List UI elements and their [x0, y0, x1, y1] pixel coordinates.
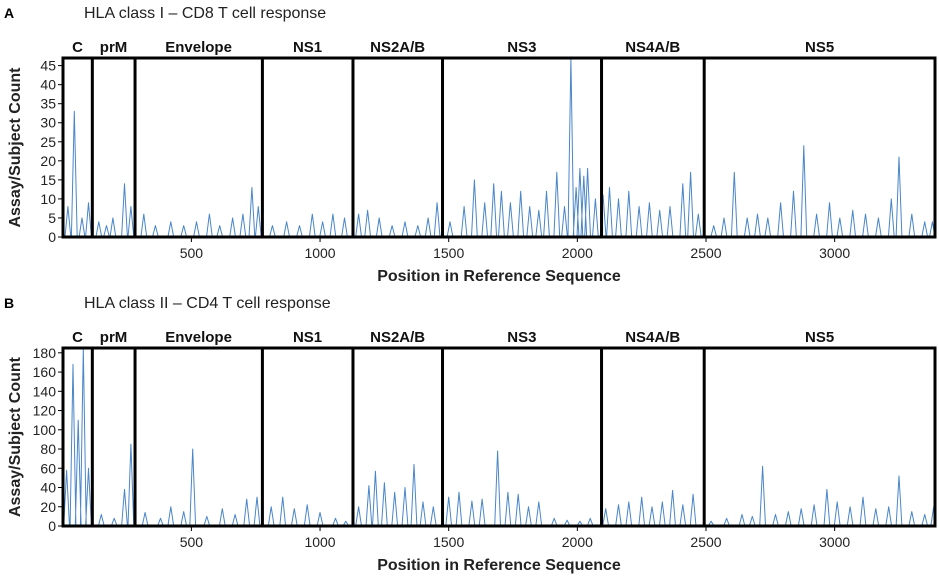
region-label-ns1: NS1 — [293, 329, 322, 346]
x-tick-label: 500 — [180, 534, 204, 550]
y-tick-label: 40 — [40, 77, 56, 93]
y-ticks-b: 0 20 40 60 80 100 120 140 160 180 — [33, 345, 63, 534]
plot-frame-b — [61, 346, 937, 528]
x-tick-label: 2500 — [690, 245, 721, 261]
region-label-prm: prM — [100, 39, 128, 56]
x-tick-label: 2500 — [690, 534, 721, 550]
region-label-ns4a-b: NS4A/B — [625, 39, 680, 56]
region-label-ns5: NS5 — [805, 329, 834, 346]
y-tick-label: 20 — [40, 153, 56, 169]
x-tick-label: 3000 — [819, 245, 850, 261]
x-ticks-a: 500 1000 1500 2000 2500 3000 — [180, 237, 850, 261]
y-tick-label: 45 — [40, 58, 56, 74]
plot-frame-a — [61, 56, 937, 239]
y-tick-label: 160 — [33, 364, 57, 380]
region-boundaries-b — [90, 348, 706, 526]
y-tick-label: 120 — [33, 403, 57, 419]
y-tick-label: 25 — [40, 134, 56, 150]
y-tick-label: 35 — [40, 96, 56, 112]
y-tick-label: 100 — [33, 422, 57, 438]
x-tick-label: 1000 — [304, 534, 335, 550]
region-label-c: C — [72, 39, 83, 56]
region-label-envelope: Envelope — [165, 329, 232, 346]
region-label-prm: prM — [100, 329, 128, 346]
region-label-ns2a-b: NS2A/B — [370, 329, 425, 346]
y-tick-label: 10 — [40, 191, 56, 207]
y-ticks-a: 0 5 10 15 20 25 30 35 40 45 — [40, 58, 63, 245]
region-label-envelope: Envelope — [165, 39, 232, 56]
y-axis-title-a: Assay/Subject Count — [7, 67, 24, 228]
x-tick-label: 2000 — [562, 534, 593, 550]
series-line-cd4 — [63, 347, 936, 527]
x-tick-label: 1000 — [304, 245, 335, 261]
x-tick-label: 3000 — [819, 534, 850, 550]
region-label-ns1: NS1 — [293, 39, 322, 56]
x-axis-title-a: Position in Reference Sequence — [377, 268, 621, 285]
x-tick-label: 1500 — [433, 245, 464, 261]
y-tick-label: 40 — [40, 480, 56, 496]
y-tick-label: 20 — [40, 499, 56, 515]
region-label-ns3: NS3 — [507, 39, 536, 56]
y-tick-label: 15 — [40, 172, 56, 188]
region-label-ns4a-b: NS4A/B — [625, 329, 680, 346]
y-tick-label: 80 — [40, 441, 56, 457]
y-tick-label: 180 — [33, 345, 57, 361]
y-tick-label: 0 — [48, 518, 56, 534]
x-ticks-b: 500 1000 1500 2000 2500 3000 — [180, 526, 850, 550]
panel-b-title: HLA class II – CD4 T cell response — [84, 295, 331, 312]
y-tick-label: 60 — [40, 460, 56, 476]
x-axis-title-b: Position in Reference Sequence — [377, 557, 621, 574]
region-boundaries-a — [90, 58, 706, 237]
y-tick-label: 140 — [33, 383, 57, 399]
series-line-cd8 — [63, 57, 936, 238]
y-tick-label: 30 — [40, 115, 56, 131]
panel-letter-b: B — [4, 295, 14, 311]
region-label-c: C — [72, 329, 83, 346]
region-label-ns5: NS5 — [805, 39, 834, 56]
y-axis-title-b: Assay/Subject Count — [7, 356, 24, 517]
region-label-ns2a-b: NS2A/B — [370, 39, 425, 56]
region-label-ns3: NS3 — [507, 329, 536, 346]
x-tick-label: 1500 — [433, 534, 464, 550]
panel-letter-a: A — [4, 5, 14, 21]
x-tick-label: 2000 — [562, 245, 593, 261]
x-tick-label: 500 — [180, 245, 204, 261]
y-tick-label: 5 — [48, 210, 56, 226]
y-tick-label: 0 — [48, 229, 56, 245]
panel-a-title: HLA class I – CD8 T cell response — [84, 5, 326, 22]
